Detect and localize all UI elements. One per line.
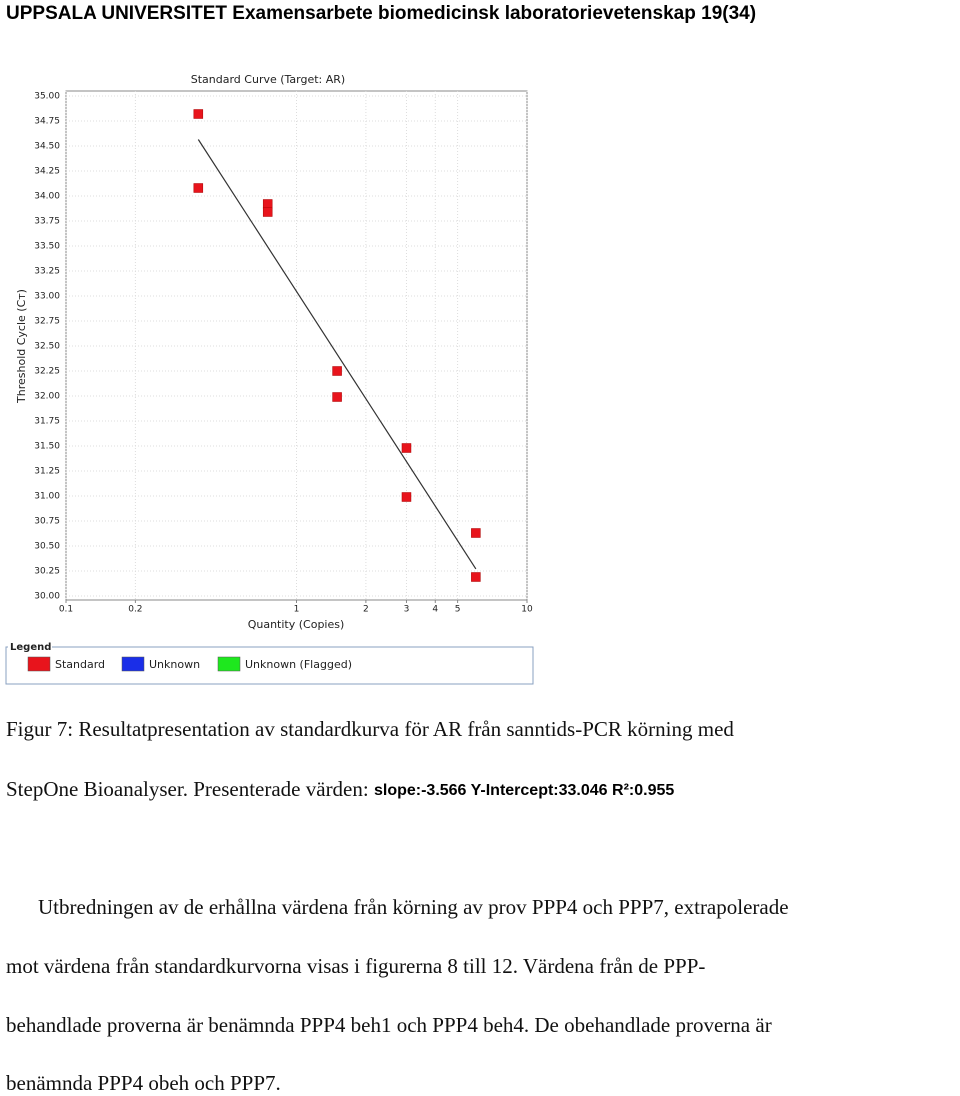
caption-line: StepOne Bioanalyser. Presenterade värden… bbox=[6, 777, 674, 801]
data-point bbox=[401, 492, 412, 502]
x-tick-label: 5 bbox=[455, 605, 461, 615]
y-tick-label: 35.00 bbox=[34, 92, 60, 102]
y-tick-label: 34.75 bbox=[34, 117, 60, 127]
paragraph-line: benämnda PPP4 obeh och PPP7. bbox=[6, 1071, 281, 1095]
data-point bbox=[332, 366, 342, 376]
data-point bbox=[193, 109, 204, 119]
data-point bbox=[262, 207, 273, 217]
paragraph-line: mot värdena från standardkurvorna visas … bbox=[6, 954, 705, 978]
data-point bbox=[471, 572, 481, 582]
legend-box bbox=[5, 646, 534, 685]
legend-label: Unknown (Flagged) bbox=[245, 658, 352, 671]
y-tick-label: 32.75 bbox=[34, 317, 60, 327]
legend-title-bg bbox=[8, 641, 52, 653]
y-tick-label: 32.25 bbox=[34, 367, 60, 377]
trendline bbox=[197, 139, 477, 570]
data-point bbox=[401, 443, 412, 453]
y-tick-label: 33.25 bbox=[34, 267, 60, 277]
y-tick-label: 30.50 bbox=[34, 542, 60, 552]
caption-line: Figur 7: Resultatpresentation av standar… bbox=[6, 717, 734, 741]
y-tick-label: 34.50 bbox=[34, 142, 60, 152]
data-point bbox=[262, 199, 273, 209]
x-tick-label: 4 bbox=[432, 605, 438, 615]
y-tick-label: 31.50 bbox=[34, 442, 60, 452]
y-tick-label: 30.25 bbox=[34, 567, 60, 577]
chart-title: Standard Curve (Target: AR) bbox=[191, 73, 345, 86]
data-point bbox=[471, 528, 481, 538]
y-tick-label: 34.00 bbox=[34, 192, 60, 202]
x-tick-label: 2 bbox=[363, 605, 369, 615]
y-tick-label: 32.00 bbox=[34, 392, 60, 402]
x-tick-label: 0.2 bbox=[128, 605, 142, 615]
y-tick-label: 30.00 bbox=[34, 592, 60, 602]
legend-label: Unknown bbox=[149, 658, 200, 671]
y-tick-label: 31.75 bbox=[34, 417, 60, 427]
y-tick-label: 32.50 bbox=[34, 342, 60, 352]
y-axis-label: Threshold Cycle (Cт) bbox=[15, 289, 28, 404]
data-point bbox=[332, 392, 342, 402]
y-tick-label: 33.50 bbox=[34, 242, 60, 252]
y-tick-label: 31.00 bbox=[34, 492, 60, 502]
y-tick-label: 31.25 bbox=[34, 467, 60, 477]
header: UPPSALA UNIVERSITET Examensarbete biomed… bbox=[6, 3, 756, 24]
legend-swatch bbox=[27, 656, 51, 672]
y-tick-label: 33.00 bbox=[34, 292, 60, 302]
legend-swatch bbox=[121, 656, 145, 672]
x-tick-label: 3 bbox=[404, 605, 410, 615]
caption-text: StepOne Bioanalyser. Presenterade värden… bbox=[6, 777, 374, 801]
legend-title: Legend bbox=[10, 642, 51, 653]
y-tick-label: 30.75 bbox=[34, 517, 60, 527]
x-tick-label: 0.1 bbox=[59, 605, 73, 615]
y-tick-label: 34.25 bbox=[34, 167, 60, 177]
legend-label: Standard bbox=[55, 658, 105, 671]
legend: Standard Unknown Unknown (Flagged) bbox=[27, 656, 352, 672]
paragraph-line: behandlade proverna är benämnda PPP4 beh… bbox=[6, 1013, 772, 1037]
y-tick-label: 33.75 bbox=[34, 217, 60, 227]
x-tick-label: 1 bbox=[294, 605, 300, 615]
paragraph-line: Utbredningen av de erhållna värdena från… bbox=[38, 895, 789, 919]
legend-swatch bbox=[217, 656, 241, 672]
x-axis-label: Quantity (Copies) bbox=[248, 618, 345, 631]
caption-stats: slope:-3.566 Y-Intercept:33.046 R²:0.955 bbox=[374, 782, 674, 799]
data-point bbox=[193, 183, 204, 193]
x-tick-label: 10 bbox=[521, 605, 533, 615]
